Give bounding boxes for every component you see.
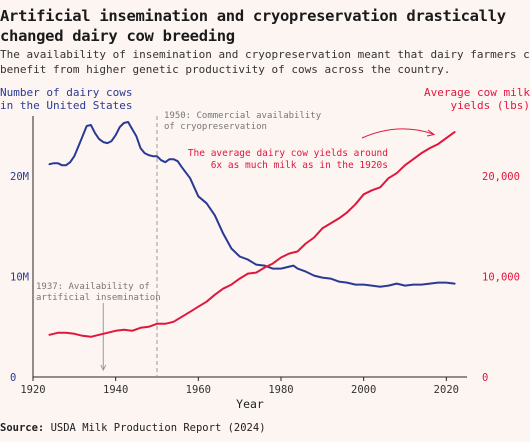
x-tick-label: 1920 xyxy=(20,384,45,396)
insemination-arrowhead xyxy=(100,364,107,372)
x-axis-title: Year xyxy=(236,397,264,411)
right-axis-title: Average cow milk yields (lbs) xyxy=(424,86,530,112)
right-tick-label: 0 xyxy=(482,372,488,384)
source-label: Source: xyxy=(0,422,45,434)
left-axis-title: Number of dairy cows in the United State… xyxy=(0,86,133,112)
chart-title: Artificial insemination and cryopreserva… xyxy=(0,7,506,45)
milk-yield-annotation: 6x as much milk as in the 1920s xyxy=(211,160,388,171)
x-tick-label: 2020 xyxy=(434,384,459,396)
chart-subtitle: The availability of insemination and cry… xyxy=(0,48,530,76)
cryopreservation-annotation: of cryopreservation xyxy=(164,122,267,132)
right-tick-label: 10,000 xyxy=(482,272,520,284)
left-tick-label: 10M xyxy=(10,272,29,284)
dairy-cows-line xyxy=(48,121,456,288)
x-tick-label: 2000 xyxy=(351,384,376,396)
x-tick-label: 1940 xyxy=(103,384,128,396)
left-tick-label: 0 xyxy=(10,372,16,384)
x-tick-label: 1960 xyxy=(186,384,211,396)
source-note: Source: USDA Milk Production Report (202… xyxy=(0,422,266,434)
insemination-annotation: artificial insemination xyxy=(36,293,161,303)
milk-yield-annotation: The average dairy cow yields around xyxy=(188,148,388,159)
milk-yield-arrowhead xyxy=(426,129,436,137)
insemination-annotation: 1937: Availability of xyxy=(36,282,150,292)
source-text: USDA Milk Production Report (2024) xyxy=(50,422,266,434)
milk-yield-line xyxy=(48,131,456,338)
left-tick-label: 20M xyxy=(10,171,29,183)
milk-yield-arrow xyxy=(361,128,434,139)
right-tick-label: 20,000 xyxy=(482,171,520,183)
x-tick-label: 1980 xyxy=(268,384,293,396)
cryopreservation-annotation: 1950: Commercial availability xyxy=(164,111,322,121)
